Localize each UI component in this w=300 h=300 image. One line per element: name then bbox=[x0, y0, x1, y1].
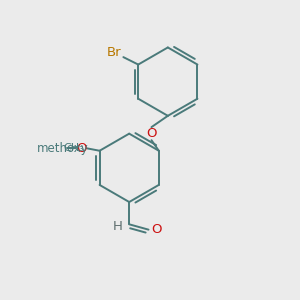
Text: methoxy: methoxy bbox=[37, 142, 88, 155]
Text: O: O bbox=[146, 127, 157, 140]
Text: Br: Br bbox=[106, 46, 121, 59]
Text: O: O bbox=[76, 142, 87, 155]
Text: O: O bbox=[152, 223, 162, 236]
Text: CH₃: CH₃ bbox=[63, 143, 84, 153]
Text: H: H bbox=[113, 220, 123, 233]
